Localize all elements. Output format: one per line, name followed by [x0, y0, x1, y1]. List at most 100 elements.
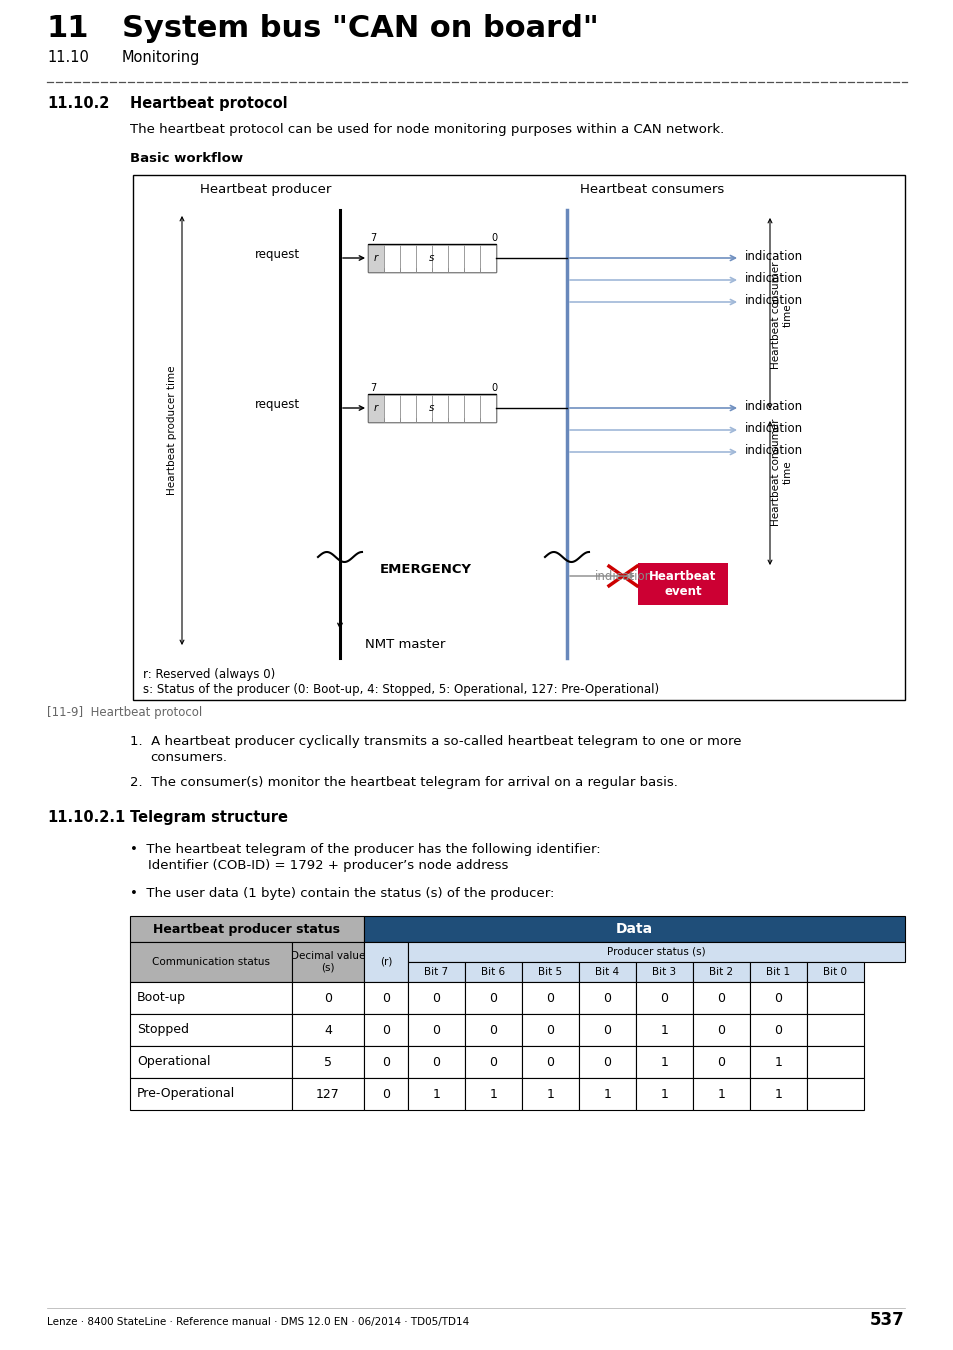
Text: Stopped: Stopped — [137, 1023, 189, 1037]
Bar — [521, 1046, 578, 1079]
Bar — [806, 1079, 863, 1110]
Bar — [578, 1079, 636, 1110]
Text: indication: indication — [744, 400, 802, 413]
Bar — [368, 394, 496, 423]
Bar — [399, 244, 416, 271]
Text: 0: 0 — [381, 1056, 390, 1068]
Bar — [749, 1046, 806, 1079]
Text: s: s — [429, 252, 435, 263]
Text: 5: 5 — [324, 1056, 332, 1068]
Text: 7: 7 — [370, 234, 375, 243]
Bar — [368, 394, 384, 421]
Text: Data: Data — [616, 922, 653, 936]
Text: 0: 0 — [489, 1023, 497, 1037]
Text: 11.10.2.1: 11.10.2.1 — [47, 810, 125, 825]
Bar — [130, 1046, 292, 1079]
Bar — [408, 1014, 464, 1046]
Text: 0: 0 — [381, 1088, 390, 1100]
Bar — [636, 1014, 692, 1046]
Text: s: s — [429, 404, 435, 413]
Text: Identifier (COB-ID) = 1792 + producer’s node address: Identifier (COB-ID) = 1792 + producer’s … — [148, 859, 508, 872]
Text: r: r — [374, 252, 377, 263]
Bar — [692, 1046, 749, 1079]
Bar — [292, 1079, 364, 1110]
Text: 1.  A heartbeat producer cyclically transmits a so-called heartbeat telegram to : 1. A heartbeat producer cyclically trans… — [130, 734, 740, 748]
Bar — [749, 981, 806, 1014]
Text: r: Reserved (always 0): r: Reserved (always 0) — [143, 668, 275, 680]
Text: Heartbeat producer time: Heartbeat producer time — [167, 366, 177, 494]
Bar — [364, 981, 408, 1014]
Text: The heartbeat protocol can be used for node monitoring purposes within a CAN net: The heartbeat protocol can be used for n… — [130, 123, 723, 136]
Bar — [448, 244, 463, 271]
Text: 1: 1 — [659, 1023, 668, 1037]
Text: 11: 11 — [47, 14, 90, 43]
Bar — [578, 963, 636, 981]
Bar — [432, 394, 448, 421]
Bar — [292, 981, 364, 1014]
Text: indication: indication — [744, 250, 802, 263]
Bar — [384, 394, 399, 421]
Text: (r): (r) — [379, 957, 392, 967]
Bar — [364, 1014, 408, 1046]
Bar — [636, 981, 692, 1014]
Bar — [749, 1079, 806, 1110]
Text: Monitoring: Monitoring — [122, 50, 200, 65]
Text: indication: indication — [595, 570, 653, 583]
Text: Pre-Operational: Pre-Operational — [137, 1088, 235, 1100]
Text: Heartbeat consumer
time: Heartbeat consumer time — [770, 418, 792, 525]
Text: 0: 0 — [659, 991, 668, 1004]
Text: 0: 0 — [489, 1056, 497, 1068]
Text: Heartbeat consumer
time: Heartbeat consumer time — [770, 262, 792, 369]
Text: request: request — [254, 248, 299, 261]
Bar — [806, 963, 863, 981]
Bar — [749, 963, 806, 981]
Text: 0: 0 — [546, 991, 554, 1004]
Text: 0: 0 — [432, 1023, 440, 1037]
Text: Bit 1: Bit 1 — [765, 967, 790, 977]
Text: NMT master: NMT master — [365, 639, 445, 651]
Bar — [479, 244, 496, 271]
Bar — [408, 1046, 464, 1079]
Bar — [292, 942, 364, 981]
Text: Heartbeat protocol: Heartbeat protocol — [130, 96, 287, 111]
Text: 11.10.2: 11.10.2 — [47, 96, 110, 111]
Text: 2.  The consumer(s) monitor the heartbeat telegram for arrival on a regular basi: 2. The consumer(s) monitor the heartbeat… — [130, 776, 678, 788]
Bar — [521, 1079, 578, 1110]
Text: 1: 1 — [774, 1056, 781, 1068]
Text: Lenze · 8400 StateLine · Reference manual · DMS 12.0 EN · 06/2014 · TD05/TD14: Lenze · 8400 StateLine · Reference manua… — [47, 1318, 469, 1327]
Text: Heartbeat consumers: Heartbeat consumers — [579, 184, 723, 196]
Text: Heartbeat producer: Heartbeat producer — [200, 184, 331, 196]
Bar — [464, 963, 521, 981]
Text: Bit 5: Bit 5 — [537, 967, 562, 977]
Bar — [463, 244, 479, 271]
Text: [11-9]  Heartbeat protocol: [11-9] Heartbeat protocol — [47, 706, 202, 720]
Text: 0: 0 — [491, 234, 497, 243]
Text: 0: 0 — [774, 991, 781, 1004]
Bar — [464, 1079, 521, 1110]
Text: s: Status of the producer (0: Boot-up, 4: Stopped, 5: Operational, 127: Pre-Oper: s: Status of the producer (0: Boot-up, 4… — [143, 683, 659, 697]
Text: indication: indication — [744, 271, 802, 285]
Text: request: request — [254, 398, 299, 410]
Text: Basic workflow: Basic workflow — [130, 153, 243, 165]
Text: Heartbeat
event: Heartbeat event — [649, 570, 716, 598]
Text: •  The user data (1 byte) contain the status (s) of the producer:: • The user data (1 byte) contain the sta… — [130, 887, 554, 900]
Text: 0: 0 — [324, 991, 332, 1004]
Bar — [464, 981, 521, 1014]
Bar — [292, 1014, 364, 1046]
Bar — [448, 394, 463, 421]
Text: indication: indication — [744, 423, 802, 435]
Bar — [408, 1079, 464, 1110]
Text: 0: 0 — [489, 991, 497, 1004]
Text: 0: 0 — [717, 1056, 724, 1068]
Text: Heartbeat producer status: Heartbeat producer status — [153, 922, 340, 936]
Bar — [636, 963, 692, 981]
Bar — [368, 244, 496, 271]
Text: •  The heartbeat telegram of the producer has the following identifier:: • The heartbeat telegram of the producer… — [130, 842, 600, 856]
Bar — [749, 1014, 806, 1046]
Text: 0: 0 — [603, 1056, 611, 1068]
Bar — [464, 1046, 521, 1079]
Text: 7: 7 — [370, 383, 375, 393]
Bar — [364, 917, 904, 942]
Bar — [578, 981, 636, 1014]
Text: Bit 3: Bit 3 — [652, 967, 676, 977]
